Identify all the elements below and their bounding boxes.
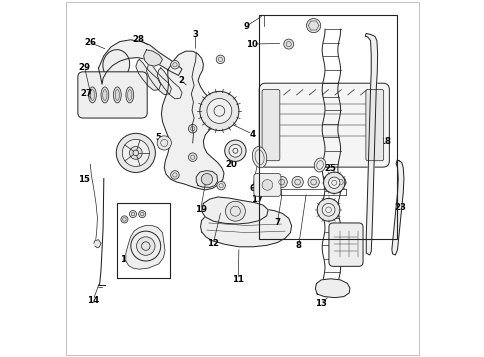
Polygon shape — [161, 51, 224, 190]
Polygon shape — [146, 64, 171, 95]
Text: 1: 1 — [121, 160, 127, 169]
Text: 6: 6 — [249, 184, 255, 193]
Circle shape — [225, 201, 245, 221]
Text: 27: 27 — [80, 89, 92, 99]
Polygon shape — [201, 197, 268, 224]
Text: 14: 14 — [87, 296, 99, 305]
Circle shape — [216, 181, 225, 190]
Circle shape — [122, 139, 149, 166]
Text: 4: 4 — [249, 130, 255, 139]
Text: 10: 10 — [246, 40, 258, 49]
Circle shape — [201, 174, 212, 185]
Polygon shape — [315, 279, 349, 298]
Polygon shape — [143, 50, 162, 66]
Ellipse shape — [113, 87, 121, 103]
Text: 26: 26 — [84, 38, 96, 47]
Text: 24: 24 — [339, 255, 351, 264]
Bar — [258, 15, 396, 239]
Text: 5: 5 — [154, 133, 161, 142]
Circle shape — [228, 144, 242, 157]
Polygon shape — [200, 208, 291, 247]
Circle shape — [216, 55, 224, 64]
Ellipse shape — [103, 50, 129, 80]
Circle shape — [323, 172, 344, 193]
Text: 16: 16 — [120, 255, 132, 264]
Text: 11: 11 — [232, 275, 244, 284]
FancyBboxPatch shape — [78, 72, 147, 118]
Ellipse shape — [252, 147, 266, 168]
Text: 29: 29 — [78, 63, 91, 72]
Text: 12: 12 — [207, 239, 219, 248]
Circle shape — [328, 177, 339, 188]
Circle shape — [307, 176, 318, 188]
Text: 19: 19 — [194, 205, 206, 214]
FancyBboxPatch shape — [261, 90, 279, 161]
Ellipse shape — [126, 87, 134, 103]
Polygon shape — [391, 160, 403, 255]
Circle shape — [275, 176, 287, 188]
Circle shape — [291, 176, 302, 188]
Circle shape — [321, 203, 334, 216]
FancyBboxPatch shape — [365, 90, 383, 161]
Text: 3: 3 — [192, 30, 198, 39]
FancyBboxPatch shape — [328, 223, 363, 266]
Text: 9: 9 — [242, 22, 249, 31]
Polygon shape — [364, 34, 377, 255]
Circle shape — [157, 136, 171, 150]
Polygon shape — [98, 40, 182, 84]
Text: 22: 22 — [324, 211, 336, 220]
Circle shape — [170, 60, 179, 69]
Circle shape — [306, 19, 320, 33]
Text: 21: 21 — [331, 183, 343, 192]
Polygon shape — [126, 225, 165, 269]
Polygon shape — [157, 68, 182, 99]
Circle shape — [261, 180, 272, 190]
FancyBboxPatch shape — [253, 174, 280, 196]
Text: 8: 8 — [295, 241, 301, 250]
Circle shape — [317, 198, 339, 221]
Text: 23: 23 — [394, 203, 406, 212]
Circle shape — [136, 237, 155, 255]
Circle shape — [188, 125, 197, 133]
Text: 7: 7 — [274, 218, 280, 227]
Text: 18: 18 — [378, 137, 391, 146]
Ellipse shape — [89, 87, 96, 103]
Circle shape — [199, 91, 239, 131]
Text: 25: 25 — [324, 164, 336, 173]
Circle shape — [283, 39, 293, 49]
Polygon shape — [136, 59, 160, 90]
Circle shape — [188, 153, 197, 161]
Circle shape — [207, 99, 231, 124]
Circle shape — [170, 171, 179, 179]
Text: 15: 15 — [78, 175, 90, 184]
Text: 2: 2 — [178, 76, 184, 85]
Ellipse shape — [101, 87, 108, 103]
Circle shape — [224, 140, 245, 161]
Circle shape — [129, 211, 136, 218]
Text: 20: 20 — [225, 161, 237, 170]
Text: 17: 17 — [251, 195, 263, 203]
Text: 13: 13 — [314, 299, 326, 308]
Polygon shape — [94, 240, 101, 248]
Ellipse shape — [314, 158, 325, 172]
Circle shape — [138, 211, 146, 218]
Bar — [117, 203, 169, 278]
Circle shape — [334, 176, 345, 188]
Circle shape — [131, 231, 160, 261]
Circle shape — [116, 133, 155, 172]
FancyBboxPatch shape — [258, 83, 389, 167]
Circle shape — [121, 216, 128, 223]
Text: 28: 28 — [133, 35, 144, 44]
Circle shape — [129, 146, 142, 159]
Polygon shape — [196, 171, 217, 187]
